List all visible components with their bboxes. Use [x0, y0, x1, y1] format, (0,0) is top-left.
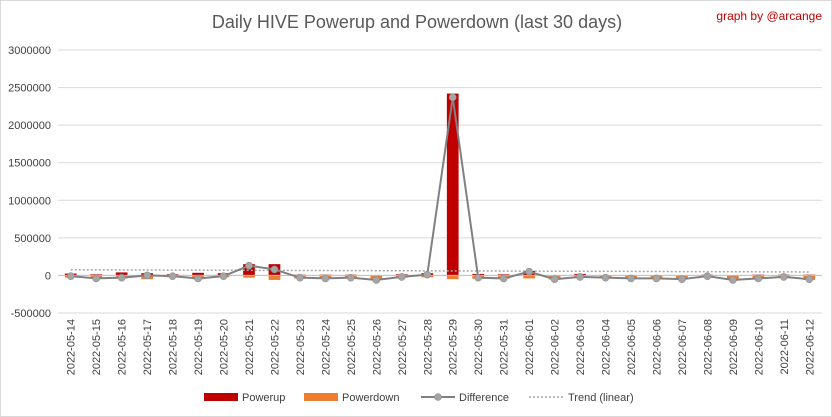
x-tick-label: 2022-05-31 — [499, 319, 511, 375]
difference-point — [92, 274, 100, 283]
x-tick-label: 2022-05-22 — [269, 319, 281, 375]
difference-point — [347, 273, 355, 282]
y-tick-label: 0 — [45, 270, 51, 282]
x-tick-label: 2022-05-21 — [244, 319, 256, 375]
chart-credit: graph by @arcange — [716, 9, 822, 23]
y-tick-label: 1500000 — [8, 158, 51, 170]
difference-point — [678, 275, 686, 283]
y-tick-label: 2500000 — [8, 83, 51, 95]
powerup-bar — [192, 272, 204, 276]
difference-point — [194, 274, 202, 283]
powerdown-bar — [243, 275, 255, 278]
x-tick-label: 2022-05-27 — [397, 319, 409, 375]
difference-point — [754, 274, 763, 283]
legend-label-powerdown: Powerdown — [342, 392, 399, 404]
x-tick-label: 2022-05-19 — [193, 319, 205, 375]
difference-point — [805, 275, 814, 283]
difference-polyline — [70, 97, 810, 281]
legend-label-trend: Trend (linear) — [568, 392, 634, 404]
difference-point — [219, 272, 228, 280]
difference-point — [66, 272, 75, 280]
legend: Powerup Powerdown Difference Trend (linear) — [204, 392, 634, 404]
y-tick-label: 3000000 — [8, 45, 51, 57]
y-tick-label: 1000000 — [8, 195, 51, 207]
difference-point — [448, 93, 457, 102]
x-tick-label: 2022-05-30 — [473, 319, 485, 375]
difference-point — [601, 273, 610, 282]
legend-label-powerup: Powerup — [242, 392, 285, 404]
difference-point — [525, 267, 533, 276]
difference-point — [143, 271, 151, 280]
x-tick-label: 2022-05-15 — [91, 319, 103, 375]
x-tick-label: 2022-05-24 — [320, 319, 332, 375]
legend-swatch-powerdown — [304, 393, 338, 401]
x-tick-label: 2022-05-29 — [448, 319, 460, 375]
y-tick-label: -500000 — [11, 308, 51, 320]
x-tick-label: 2022-06-07 — [677, 319, 689, 375]
x-tick-label: 2022-06-04 — [601, 319, 613, 375]
difference-point — [550, 275, 559, 283]
x-tick-label: 2022-06-05 — [626, 319, 638, 375]
x-tick-label: 2022-06-01 — [524, 319, 536, 375]
powerup-bar — [243, 264, 255, 276]
x-axis-labels: 2022-05-14 2022-05-15 2022-05-16 2022-05-17… — [66, 319, 817, 375]
difference-point — [117, 273, 126, 282]
difference-point — [168, 272, 177, 280]
powerdown-bar — [523, 275, 535, 279]
x-tick-label: 2022-05-23 — [295, 319, 307, 375]
difference-point — [627, 274, 635, 283]
x-tick-label: 2022-06-08 — [702, 319, 714, 375]
x-tick-label: 2022-05-20 — [219, 319, 231, 375]
powerdown-bar — [268, 275, 281, 280]
x-tick-label: 2022-05-16 — [117, 319, 129, 375]
difference-point — [296, 273, 304, 282]
y-tick-label: 500000 — [14, 233, 51, 245]
difference-point — [729, 276, 737, 284]
difference-point — [703, 272, 712, 280]
y-axis-labels: -500000 0 500000 1000000 1500000 2000000 25000… — [8, 45, 51, 320]
legend-label-difference: Difference — [459, 392, 509, 404]
difference-line — [66, 93, 814, 284]
difference-point — [779, 273, 788, 281]
x-tick-label: 2022-05-26 — [371, 319, 383, 375]
x-tick-label: 2022-06-06 — [651, 319, 663, 375]
trend-polyline — [70, 269, 810, 273]
powerdown-bar — [446, 275, 459, 280]
y-tick-label: 2000000 — [8, 120, 51, 132]
difference-point — [245, 261, 253, 270]
difference-point — [499, 274, 508, 283]
difference-point — [423, 270, 432, 279]
difference-point — [652, 274, 661, 283]
x-tick-label: 2022-05-28 — [422, 319, 434, 375]
x-tick-label: 2022-05-25 — [346, 319, 358, 375]
difference-point — [372, 276, 381, 284]
x-tick-label: 2022-06-03 — [575, 319, 587, 375]
x-tick-label: 2022-06-11 — [779, 319, 791, 374]
difference-point — [321, 274, 330, 283]
x-tick-label: 2022-06-10 — [753, 319, 765, 375]
x-tick-label: 2022-05-14 — [66, 319, 78, 375]
legend-swatch-powerup — [204, 393, 238, 401]
x-tick-label: 2022-06-02 — [550, 319, 562, 375]
powerup-bar — [446, 93, 459, 276]
x-tick-label: 2022-05-18 — [168, 319, 180, 375]
x-tick-label: 2022-06-09 — [728, 319, 740, 375]
trend-line — [70, 269, 810, 273]
chart-title: Daily HIVE Powerup and Powerdown (last 3… — [212, 12, 622, 32]
x-tick-label: 2022-05-17 — [142, 319, 154, 375]
x-tick-label: 2022-06-12 — [804, 319, 816, 375]
difference-point — [474, 273, 483, 282]
difference-point — [576, 273, 584, 281]
difference-point — [270, 265, 279, 274]
difference-point — [397, 273, 406, 281]
legend-marker-difference — [434, 393, 442, 401]
